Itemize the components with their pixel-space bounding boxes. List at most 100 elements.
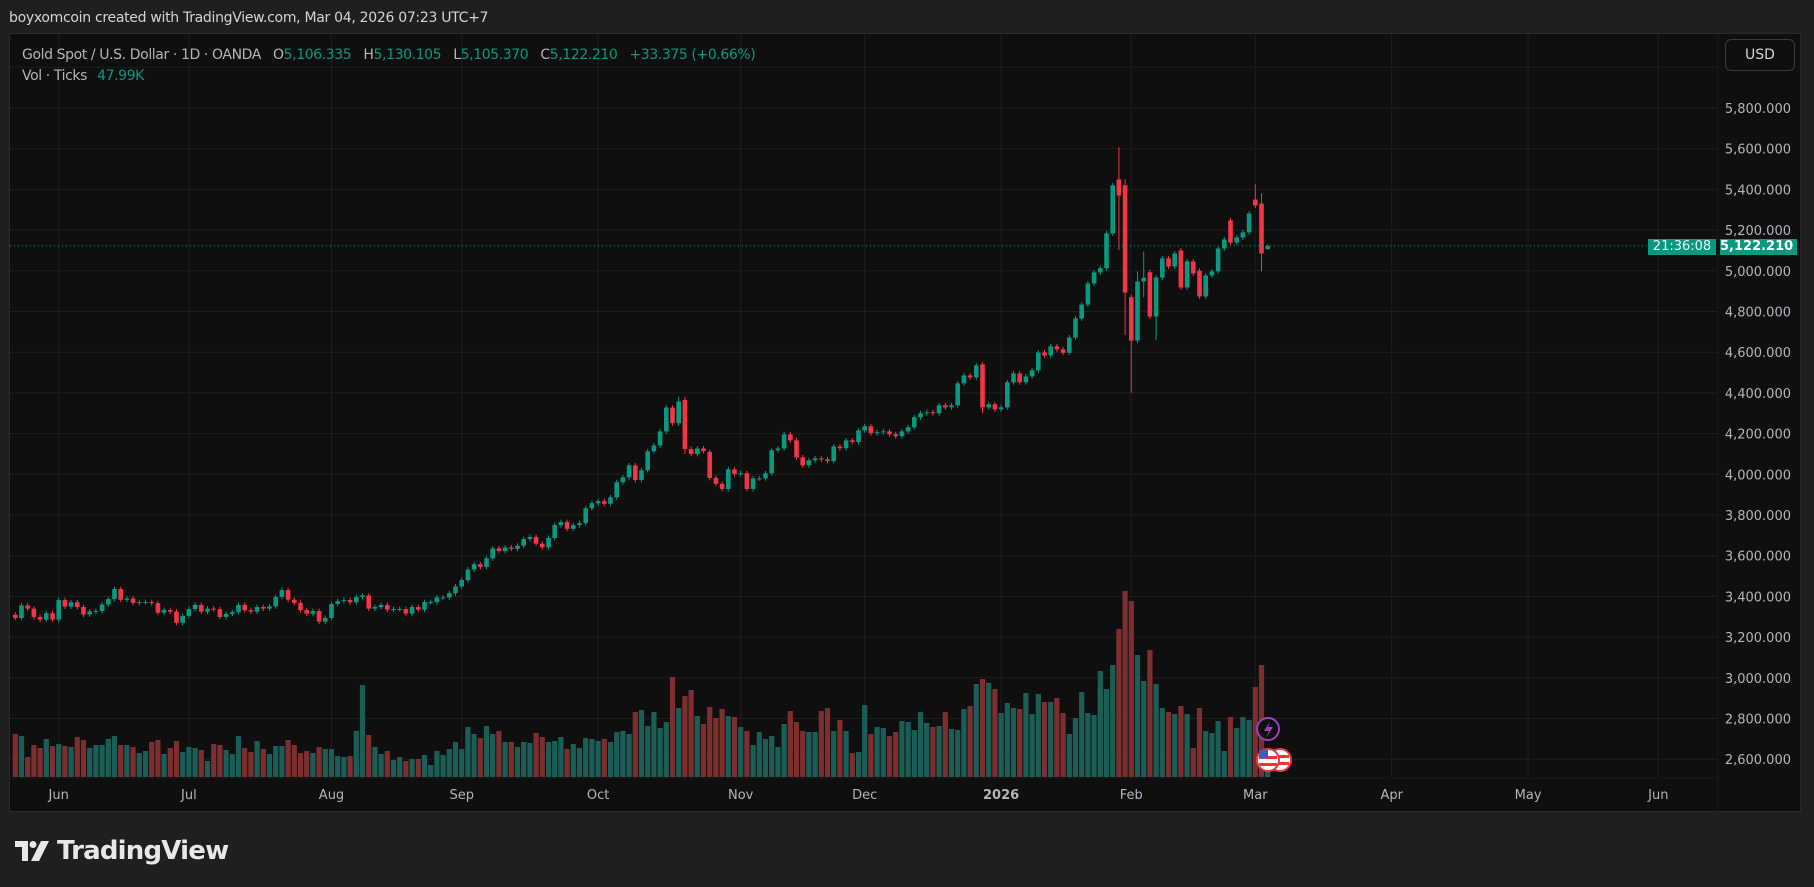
candle[interactable] bbox=[465, 567, 471, 583]
candle[interactable] bbox=[13, 612, 18, 621]
candle[interactable] bbox=[242, 602, 247, 613]
lightning-event-icon[interactable] bbox=[1256, 717, 1280, 741]
candle[interactable] bbox=[757, 475, 762, 481]
candle[interactable] bbox=[595, 498, 601, 506]
candle[interactable] bbox=[533, 534, 539, 547]
candle[interactable] bbox=[738, 470, 743, 477]
candle[interactable] bbox=[416, 604, 421, 613]
candle[interactable] bbox=[285, 587, 291, 603]
us-flag-event-icon[interactable] bbox=[1256, 748, 1280, 772]
candle[interactable] bbox=[912, 414, 917, 430]
candle[interactable] bbox=[248, 607, 254, 615]
candle[interactable] bbox=[949, 402, 954, 410]
candle[interactable] bbox=[31, 606, 37, 620]
currency-button[interactable]: USD bbox=[1725, 39, 1795, 71]
candle[interactable] bbox=[137, 599, 142, 606]
candle[interactable] bbox=[1259, 193, 1264, 272]
candle[interactable] bbox=[161, 607, 167, 616]
candle[interactable] bbox=[440, 594, 446, 600]
candle[interactable] bbox=[329, 601, 334, 621]
candle[interactable] bbox=[688, 446, 694, 457]
candle[interactable] bbox=[211, 606, 216, 612]
candle[interactable] bbox=[1234, 234, 1239, 245]
candle[interactable] bbox=[292, 597, 297, 606]
candle[interactable] bbox=[540, 541, 545, 550]
candle[interactable] bbox=[496, 545, 502, 554]
candle[interactable] bbox=[1029, 367, 1035, 379]
candle[interactable] bbox=[298, 600, 303, 613]
candle[interactable] bbox=[447, 590, 452, 600]
candle[interactable] bbox=[701, 446, 706, 454]
candle[interactable] bbox=[1246, 210, 1252, 235]
candle[interactable] bbox=[918, 410, 923, 420]
candle[interactable] bbox=[707, 449, 712, 481]
candle[interactable] bbox=[943, 402, 948, 410]
candle[interactable] bbox=[385, 602, 390, 613]
chart-panel[interactable] bbox=[9, 33, 1801, 812]
candle[interactable] bbox=[360, 592, 365, 600]
candle[interactable] bbox=[639, 467, 644, 483]
candle[interactable] bbox=[143, 599, 148, 605]
candle[interactable] bbox=[955, 380, 960, 408]
candle[interactable] bbox=[484, 555, 489, 570]
candle[interactable] bbox=[620, 474, 626, 485]
candle[interactable] bbox=[87, 609, 92, 617]
candle[interactable] bbox=[571, 522, 576, 532]
candle[interactable] bbox=[205, 606, 210, 615]
candle[interactable] bbox=[1098, 265, 1103, 275]
candle[interactable] bbox=[1253, 184, 1258, 208]
candle[interactable] bbox=[223, 611, 229, 620]
candle[interactable] bbox=[850, 437, 855, 445]
candle[interactable] bbox=[118, 586, 123, 603]
candle[interactable] bbox=[881, 428, 886, 435]
candle[interactable] bbox=[670, 405, 675, 426]
candle[interactable] bbox=[825, 457, 830, 464]
candle[interactable] bbox=[1073, 315, 1078, 340]
candle[interactable] bbox=[502, 545, 508, 554]
candle[interactable] bbox=[378, 602, 384, 610]
candle[interactable] bbox=[409, 604, 415, 617]
candle[interactable] bbox=[1228, 217, 1233, 245]
candle[interactable] bbox=[68, 599, 74, 610]
candle[interactable] bbox=[781, 431, 787, 451]
candle[interactable] bbox=[992, 401, 998, 412]
candle[interactable] bbox=[75, 599, 80, 610]
candle[interactable] bbox=[856, 427, 861, 445]
candle[interactable] bbox=[1011, 370, 1016, 385]
candle[interactable] bbox=[25, 602, 30, 612]
candle[interactable] bbox=[719, 481, 725, 492]
candle[interactable] bbox=[558, 519, 564, 528]
candle[interactable] bbox=[1147, 269, 1153, 320]
candle[interactable] bbox=[806, 457, 812, 468]
candle[interactable] bbox=[936, 402, 942, 416]
candle[interactable] bbox=[1110, 182, 1115, 236]
candle[interactable] bbox=[998, 404, 1004, 412]
candle[interactable] bbox=[217, 606, 223, 620]
candle[interactable] bbox=[602, 498, 607, 507]
candle[interactable] bbox=[62, 597, 68, 610]
candle[interactable] bbox=[583, 505, 588, 526]
candle[interactable] bbox=[509, 545, 514, 552]
candle[interactable] bbox=[775, 446, 781, 453]
candle[interactable] bbox=[1153, 275, 1159, 341]
candle[interactable] bbox=[1166, 255, 1171, 269]
candle[interactable] bbox=[788, 431, 793, 443]
candle[interactable] bbox=[130, 595, 136, 606]
candle[interactable] bbox=[763, 470, 768, 481]
candle[interactable] bbox=[800, 454, 805, 468]
candle[interactable] bbox=[273, 594, 278, 609]
candle[interactable] bbox=[37, 614, 43, 623]
candle[interactable] bbox=[112, 586, 117, 602]
candle[interactable] bbox=[1079, 302, 1084, 321]
candle[interactable] bbox=[347, 597, 353, 605]
candle[interactable] bbox=[1060, 346, 1066, 356]
candle[interactable] bbox=[564, 519, 570, 532]
candle[interactable] bbox=[199, 602, 204, 615]
candle[interactable] bbox=[552, 522, 557, 541]
candle[interactable] bbox=[50, 610, 55, 623]
candle[interactable] bbox=[1048, 343, 1053, 358]
candle[interactable] bbox=[905, 424, 911, 434]
candle[interactable] bbox=[453, 583, 458, 596]
candle[interactable] bbox=[682, 396, 688, 454]
candle[interactable] bbox=[1129, 294, 1134, 393]
